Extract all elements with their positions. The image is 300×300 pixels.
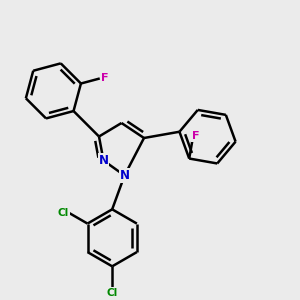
Text: Cl: Cl: [58, 208, 69, 218]
Text: F: F: [192, 131, 199, 141]
Text: N: N: [98, 154, 109, 167]
Text: F: F: [101, 74, 109, 83]
Text: N: N: [119, 169, 130, 182]
Text: Cl: Cl: [106, 288, 118, 298]
